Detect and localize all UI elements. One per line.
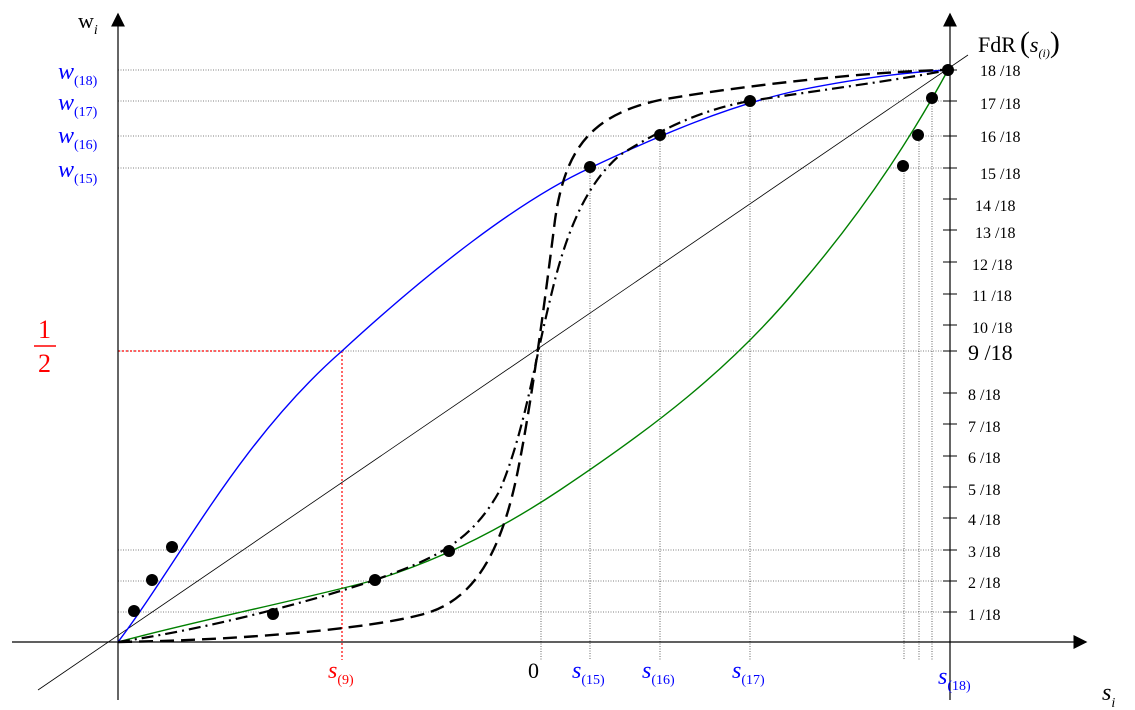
fdr-tick-6: 6 /18 <box>968 450 1000 467</box>
s9-label: s(9) <box>328 658 354 688</box>
blue-curve <box>117 69 949 643</box>
diagonal-line <box>37 54 969 691</box>
fdr-tick-2: 2 /18 <box>968 575 1000 592</box>
zero-label: 0 <box>528 658 539 683</box>
y-axis-label: wi <box>78 8 98 38</box>
fdr-tick-12: 12 /18 <box>972 257 1012 274</box>
point-right-1 <box>897 160 909 172</box>
w15-label: w(15) <box>58 157 98 187</box>
x-axis-label: si <box>1102 680 1115 710</box>
data-points <box>128 64 954 620</box>
horizontal-guides <box>118 69 948 613</box>
fdr-tick-5: 5 /18 <box>968 482 1000 499</box>
fdr-tick-1: 1 /18 <box>968 607 1000 624</box>
w16-label: w(16) <box>58 123 98 153</box>
w18-label: w(18) <box>58 59 98 89</box>
green-curve <box>117 69 949 643</box>
fdr-tick-8: 8 /18 <box>968 387 1000 404</box>
point-s15 <box>584 161 596 173</box>
dashed-sigmoid-curve <box>117 68 949 644</box>
half-fraction: 1 2 <box>34 315 56 378</box>
w17-label: w(17) <box>58 90 98 120</box>
point-green-1 <box>267 608 279 620</box>
dashdot-sigmoid-curve <box>117 68 949 644</box>
point-green-3 <box>443 545 455 557</box>
point-blue-3 <box>166 541 178 553</box>
fdr-tick-14: 14 /18 <box>975 198 1015 215</box>
fdr-tick-4: 4 /18 <box>968 512 1000 529</box>
point-blue-2 <box>146 574 158 586</box>
fdr-axis-label: FdR (s(i)) <box>978 26 1060 60</box>
half-guides <box>118 350 343 660</box>
fdr-tick-3: 3 /18 <box>968 544 1000 561</box>
point-right-3 <box>926 92 938 104</box>
s15-label: s(15) <box>572 658 605 688</box>
fdr-tick-17: 17 /18 <box>980 96 1020 113</box>
s18-label: s(18) <box>938 664 971 694</box>
point-green-2 <box>369 574 381 586</box>
fdr-tick-9: 9 /18 <box>968 340 1013 365</box>
fdr-tick-13: 13 /18 <box>975 225 1015 242</box>
fdr-tick-11: 11 /18 <box>972 288 1012 305</box>
half-numerator: 1 <box>38 315 51 344</box>
s16-label: s(16) <box>642 658 675 688</box>
fdr-tick-labels: 18 /18 17 /18 16 /18 15 /18 14 /18 13 /1… <box>968 63 1020 624</box>
point-s18 <box>942 64 954 76</box>
fdr-tick-18: 18 /18 <box>980 63 1020 80</box>
point-blue-1 <box>128 605 140 617</box>
fdr-tick-7: 7 /18 <box>968 419 1000 436</box>
point-s16 <box>654 129 666 141</box>
fdr-tick-10: 10 /18 <box>972 320 1012 337</box>
point-s17 <box>744 95 756 107</box>
w-labels: w(18) w(17) w(16) w(15) <box>58 59 98 187</box>
vertical-guides <box>540 101 933 660</box>
fdr-tick-16: 16 /18 <box>980 129 1020 146</box>
s17-label: s(17) <box>732 658 765 688</box>
fdr-tick-15: 15 /18 <box>980 166 1020 183</box>
point-right-2 <box>912 129 924 141</box>
half-denominator: 2 <box>38 349 51 378</box>
